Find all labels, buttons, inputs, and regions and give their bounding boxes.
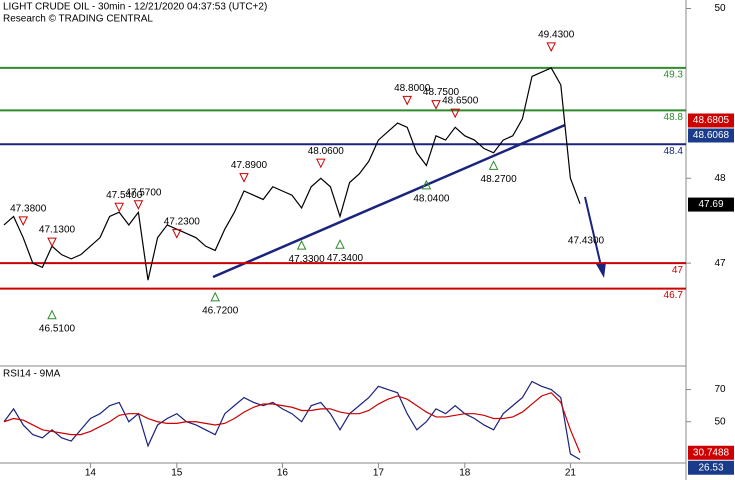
- pivot-high-marker: [402, 95, 413, 106]
- level-label: 47: [672, 265, 684, 276]
- pivot-low-marker: [296, 240, 307, 250]
- pivot-high-marker: [18, 216, 29, 227]
- target-label: 47.4300: [568, 235, 605, 246]
- pivot-label: 47.8900: [231, 160, 268, 171]
- pivot-high-marker: [47, 237, 57, 248]
- current-value-box: [688, 113, 734, 128]
- arrow-head: [596, 262, 606, 278]
- y-tick-label: 47: [714, 258, 726, 269]
- series-line: [3, 392, 581, 453]
- y-tick-label: 70: [714, 384, 726, 395]
- x-tick-label: 15: [171, 468, 183, 479]
- pivot-high-marker: [239, 173, 249, 183]
- series-line: [3, 380, 581, 461]
- pivot-label: 49.4300: [538, 30, 575, 41]
- pivot-label: 47.5400: [106, 190, 143, 201]
- pivot-low-marker: [47, 309, 57, 320]
- rsi-title: RSI14 - 9MA: [3, 369, 61, 380]
- current-value-label: 30.7488: [693, 447, 730, 458]
- pivot-high-marker: [450, 108, 461, 119]
- pivot-label: 48.8000: [394, 83, 431, 94]
- level-label: 46.7: [664, 290, 684, 301]
- current-value-label: 47.69: [698, 199, 723, 210]
- current-value-label: 26.53: [698, 462, 723, 473]
- x-tick-label: 18: [459, 468, 471, 479]
- x-tick-label: 17: [373, 468, 385, 479]
- trend-line: [212, 123, 566, 279]
- level-label: 49.3: [664, 70, 684, 81]
- pivot-high-marker: [431, 100, 441, 110]
- x-tick-label: 16: [277, 468, 289, 479]
- pivot-label: 47.1300: [39, 225, 76, 236]
- current-value-box: [688, 128, 734, 143]
- pivot-label: 48.6500: [442, 96, 479, 107]
- current-value-label: 48.6805: [693, 115, 730, 126]
- pivot-low-marker: [488, 160, 499, 170]
- chart-subtitle: Research © TRADING CENTRAL: [3, 14, 153, 25]
- pivot-high-marker: [133, 200, 144, 210]
- current-value-label: 48.6068: [693, 130, 730, 141]
- level-label: 48.8: [664, 112, 684, 123]
- y-tick-label: 50: [714, 3, 726, 14]
- pivot-low-marker: [421, 179, 432, 190]
- pivot-label: 48.0600: [308, 146, 345, 157]
- x-tick-label: 21: [565, 468, 577, 479]
- pivot-high-marker: [546, 42, 557, 52]
- pivot-label: 47.2300: [164, 216, 201, 227]
- y-tick-label: 48: [714, 173, 726, 184]
- current-value-box: [688, 197, 734, 212]
- pivot-label: 46.7200: [202, 306, 239, 317]
- pivot-low-marker: [335, 239, 345, 249]
- y-tick-label: 50: [714, 416, 726, 427]
- chart-title: LIGHT CRUDE OIL - 30min - 12/21/2020 04:…: [3, 2, 267, 13]
- pivot-label: 47.3400: [327, 253, 364, 264]
- pivot-high-marker: [315, 158, 326, 169]
- forecast-arrow: [584, 196, 602, 267]
- pivot-label: 47.3800: [10, 204, 47, 215]
- pivot-label: 48.0400: [413, 194, 450, 205]
- pivot-low-marker: [210, 291, 221, 302]
- pivot-label: 48.7500: [423, 87, 460, 98]
- pivot-label: 47.5700: [125, 187, 162, 198]
- pivot-label: 46.5100: [39, 323, 76, 334]
- x-tick-label: 14: [85, 468, 97, 479]
- pivot-label: 48.2700: [481, 174, 518, 185]
- pivot-high-marker: [114, 202, 125, 213]
- pivot-label: 47.3300: [289, 254, 326, 265]
- pivot-high-marker: [171, 229, 182, 239]
- series-line: [3, 67, 581, 281]
- level-label: 48.4: [664, 146, 684, 157]
- current-value-box: [688, 445, 734, 460]
- current-value-box: [688, 460, 734, 475]
